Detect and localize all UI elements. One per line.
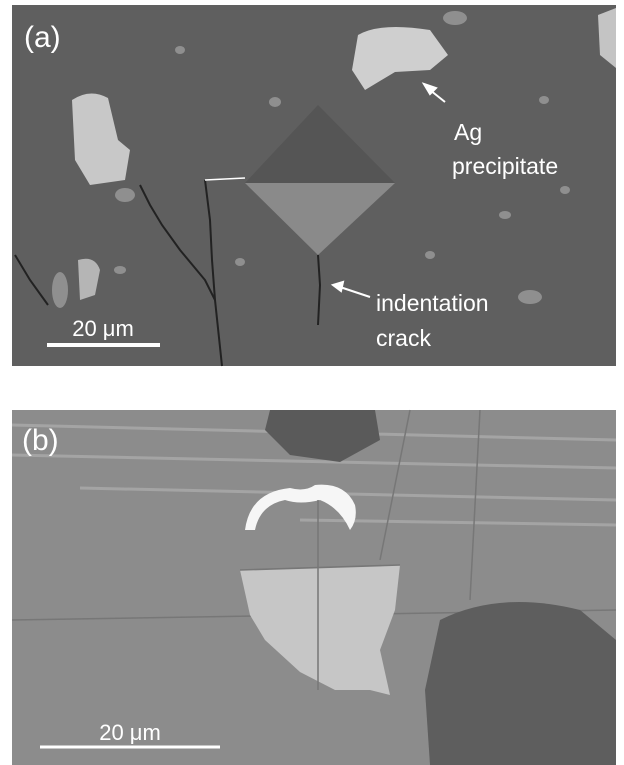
page: (a) Ag precipitate indentation crack 20 … [0, 0, 624, 765]
panel-label: (b) [22, 424, 59, 457]
scale-bar-label: 20 μm [72, 316, 134, 341]
panel-a: (a) Ag precipitate indentation crack 20 … [12, 5, 616, 366]
panel-label: (a) [24, 21, 61, 54]
dark-region [425, 602, 616, 765]
scale-bar-label: 20 μm [99, 720, 161, 745]
annotation: crack [376, 325, 431, 351]
panel-b: (b) 20 μm [12, 410, 616, 765]
annotation: precipitate [452, 153, 558, 179]
annotation: indentation [376, 290, 489, 316]
annotation: Ag [454, 119, 482, 145]
figure: (a) Ag precipitate indentation crack 20 … [0, 0, 624, 765]
